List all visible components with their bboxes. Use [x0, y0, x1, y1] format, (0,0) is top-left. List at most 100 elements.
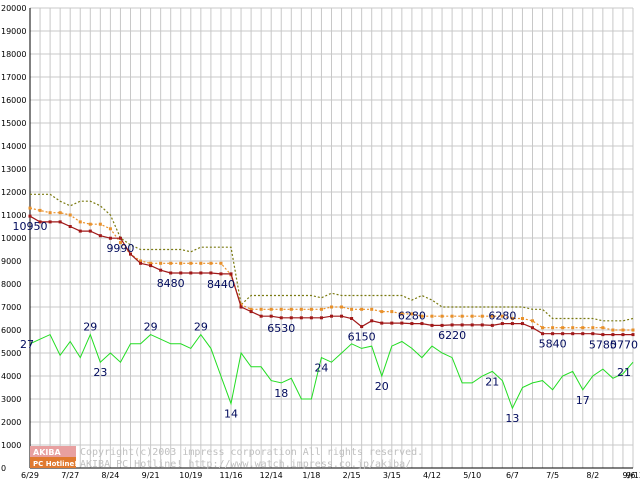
series-point-1: [159, 261, 163, 265]
series-point-1: [179, 261, 183, 265]
series-point-2: [229, 272, 233, 276]
y-tick-label: 18000: [1, 50, 26, 59]
x-tick-label: 3/15: [383, 471, 401, 480]
series-point-2: [299, 316, 303, 320]
x-tick-label: 12/14: [260, 471, 283, 480]
series-line-3: [29, 333, 634, 410]
series-point-2: [279, 316, 283, 320]
data-labels: 10950 9990 8480 8440 6530 6150 6280 6220 6280 584…: [13, 220, 639, 425]
y-tick-label: 19000: [1, 27, 26, 36]
series-point-1: [68, 213, 72, 217]
series-point-1: [571, 326, 575, 330]
data-label: 6220: [438, 329, 466, 342]
data-label: 21: [617, 366, 631, 379]
series-point-1: [360, 307, 364, 311]
series-point-1: [88, 222, 92, 226]
x-tick-label: 4/12: [423, 471, 441, 480]
series-point-2: [139, 261, 143, 265]
series-point-2: [520, 322, 524, 326]
y-tick-label: 15000: [1, 119, 26, 128]
series-point-2: [390, 321, 394, 325]
series-point-1: [631, 328, 635, 332]
series-point-1: [269, 307, 273, 311]
x-tick-label: 9/6: [623, 471, 636, 480]
series-point-2: [490, 323, 494, 327]
series-point-1: [259, 307, 263, 311]
series-point-1: [470, 314, 474, 318]
series-point-1: [249, 307, 253, 311]
series-point-2: [470, 323, 474, 327]
series-point-2: [68, 225, 72, 228]
data-label: 8440: [207, 278, 235, 291]
series-point-2: [58, 220, 62, 224]
series-point-2: [631, 333, 635, 337]
series-point-2: [340, 314, 344, 318]
x-tick-label: 9/13: [626, 471, 640, 480]
series-point-2: [199, 271, 203, 275]
series-point-2: [259, 314, 263, 318]
series-point-2: [149, 264, 153, 268]
x-tick-label: 6/29: [21, 471, 39, 480]
y-tick-label: 14000: [1, 142, 26, 151]
series-point-1: [309, 307, 313, 311]
x-tick-label: 11/16: [219, 471, 242, 480]
series-point-2: [239, 305, 243, 309]
grid: [29, 7, 634, 469]
series-point-2: [38, 220, 42, 224]
series-point-2: [480, 323, 484, 327]
series-point-1: [621, 328, 625, 332]
series-point-1: [350, 307, 354, 311]
y-tick-label: 13000: [1, 165, 26, 174]
series-point-1: [340, 305, 344, 309]
y-tick-label: 7000: [1, 303, 21, 312]
data-label: 24: [314, 362, 328, 375]
y-tick-label: 17000: [1, 73, 26, 82]
series-point-2: [48, 220, 52, 224]
series-point-1: [500, 314, 504, 318]
series-point-2: [380, 321, 384, 325]
logo-top-box: [30, 446, 76, 457]
y-tick-label: 11000: [1, 211, 26, 220]
series-point-2: [350, 317, 354, 320]
y-tick-label: 8000: [1, 280, 21, 289]
series-lines: [28, 193, 635, 410]
data-label: 29: [194, 321, 208, 334]
series-point-1: [520, 317, 524, 320]
data-label: 6150: [348, 331, 376, 344]
data-label: 18: [274, 387, 288, 400]
series-point-2: [561, 332, 565, 336]
series-point-1: [430, 314, 434, 318]
data-label: 21: [485, 375, 499, 388]
axes: 0 1000 2000 3000 4000 5000 6000 7000 8000 9000 100…: [1, 4, 640, 480]
series-point-1: [460, 314, 464, 318]
series-point-2: [249, 310, 253, 314]
series-point-1: [410, 312, 414, 316]
data-label: 20: [375, 380, 389, 393]
data-label: 13: [505, 412, 519, 425]
series-point-2: [179, 271, 183, 275]
x-tick-label: 9/21: [142, 471, 160, 480]
series-point-1: [380, 310, 384, 314]
y-tick-label: 20000: [1, 4, 26, 13]
copyright-line: Copyright(c)2003 impress corporation All…: [80, 447, 423, 458]
data-label: 14: [224, 408, 238, 421]
series-point-2: [108, 236, 112, 240]
series-point-2: [360, 325, 364, 329]
watermark: AKIBA PC Hotline! Copyright(c)2003 impre…: [30, 446, 423, 470]
data-label: 27: [20, 338, 34, 351]
data-label: 29: [144, 321, 158, 334]
series-point-1: [38, 208, 42, 212]
series-point-1: [219, 261, 223, 265]
series-point-1: [370, 307, 374, 311]
y-tick-label: 5000: [1, 349, 21, 358]
logo-top-text: AKIBA: [33, 448, 61, 457]
y-tick-label: 16000: [1, 96, 26, 105]
series-point-2: [78, 229, 82, 233]
series-point-2: [500, 322, 504, 326]
x-tick-label: 7/27: [61, 471, 79, 480]
x-tick-label: 8/24: [101, 471, 119, 480]
series-point-2: [601, 333, 605, 337]
y-tick-label: 9000: [1, 257, 21, 266]
series-point-2: [460, 323, 464, 327]
